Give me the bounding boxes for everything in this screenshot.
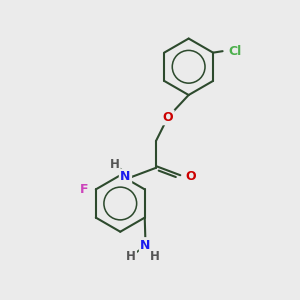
Text: F: F (80, 183, 88, 196)
Text: H: H (126, 250, 136, 263)
Text: O: O (186, 170, 196, 183)
Text: N: N (120, 170, 131, 183)
Text: Cl: Cl (229, 45, 242, 58)
Text: N: N (140, 238, 151, 252)
Text: H: H (110, 158, 119, 171)
Text: H: H (149, 250, 159, 263)
Text: O: O (163, 111, 173, 124)
